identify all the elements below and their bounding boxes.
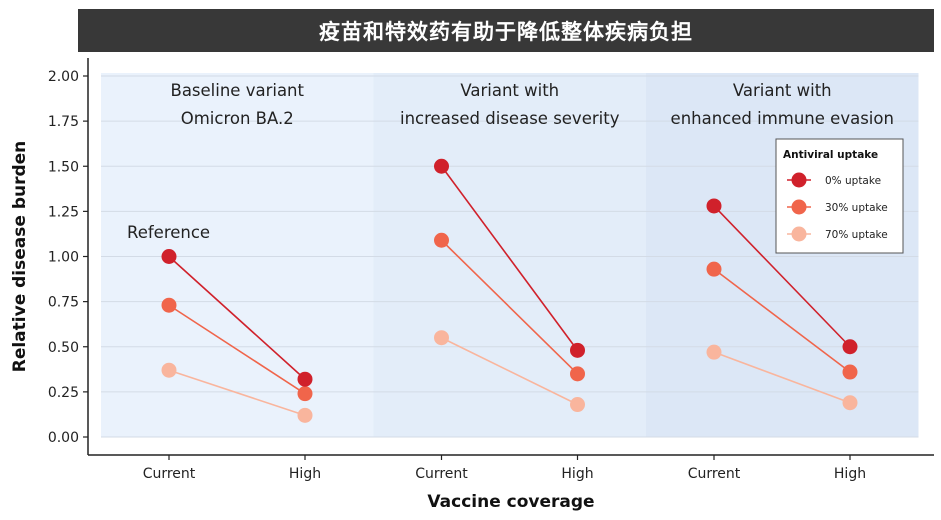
y-tick-label: 2.00 (48, 69, 79, 85)
panel-title-line2: increased disease severity (400, 109, 620, 128)
x-tick-label: Current (143, 466, 196, 482)
data-point (434, 158, 449, 174)
panel-background (646, 73, 919, 437)
y-tick-label: 1.50 (48, 159, 79, 175)
data-point (297, 371, 313, 387)
data-point (842, 339, 858, 355)
series-line (713, 268, 851, 373)
panel-title-line2: Omicron BA.2 (181, 109, 294, 128)
legend-label: 0% uptake (825, 175, 881, 187)
series-line (713, 351, 851, 404)
data-point (161, 297, 177, 313)
series-line (168, 369, 306, 417)
x-tick-label: High (289, 466, 321, 482)
legend-key-marker (791, 199, 807, 215)
data-point (161, 249, 177, 264)
series-line (441, 337, 578, 406)
y-tick-label: 0.75 (48, 295, 79, 311)
panel-background (373, 73, 646, 437)
y-tick-label: 1.00 (48, 250, 79, 266)
y-axis-title: Relative disease burden (10, 141, 30, 373)
series-line (713, 205, 851, 348)
panel-title-line1: Variant with (460, 81, 559, 100)
data-point (434, 232, 449, 248)
data-point (706, 261, 722, 277)
data-point (842, 395, 858, 411)
x-tick-label: Current (415, 466, 468, 482)
data-point (842, 364, 858, 380)
x-axis-title: Vaccine coverage (427, 492, 594, 512)
y-tick-label: 0.25 (48, 385, 79, 401)
reference-annotation: Reference (127, 223, 210, 242)
y-tick-label: 0.00 (48, 430, 79, 446)
panel-title-line1: Baseline variant (171, 81, 305, 100)
x-tick-label: High (561, 466, 593, 482)
chart-title: 疫苗和特效药有助于降低整体疾病负担 (319, 18, 693, 44)
data-point (570, 342, 585, 358)
series-line (440, 165, 579, 351)
data-point (297, 386, 313, 402)
legend-label: 70% uptake (825, 229, 888, 241)
data-point (161, 362, 177, 378)
chart-title-banner: 疫苗和特效药有助于降低整体疾病负担 (78, 9, 934, 52)
data-point (434, 330, 449, 346)
panel-background (101, 73, 374, 437)
series-line (168, 304, 306, 395)
series-line (168, 255, 306, 380)
data-point (570, 397, 585, 413)
x-tick-label: Current (688, 466, 741, 482)
data-point (706, 344, 722, 360)
legend-title: Antiviral uptake (783, 149, 878, 161)
x-tick-label: High (834, 466, 866, 482)
y-tick-label: 1.25 (48, 204, 79, 220)
panel-title-line2: enhanced immune evasion (671, 109, 894, 128)
legend-key-marker (791, 172, 807, 188)
panel-title-line1: Variant with (733, 81, 832, 100)
y-tick-label: 1.75 (48, 114, 79, 130)
data-point (297, 407, 313, 423)
data-point (706, 198, 722, 214)
legend-label: 30% uptake (825, 202, 888, 214)
data-point (570, 366, 585, 382)
y-tick-label: 0.50 (48, 340, 79, 356)
legend-key-marker (791, 226, 807, 242)
series-line (440, 239, 579, 375)
